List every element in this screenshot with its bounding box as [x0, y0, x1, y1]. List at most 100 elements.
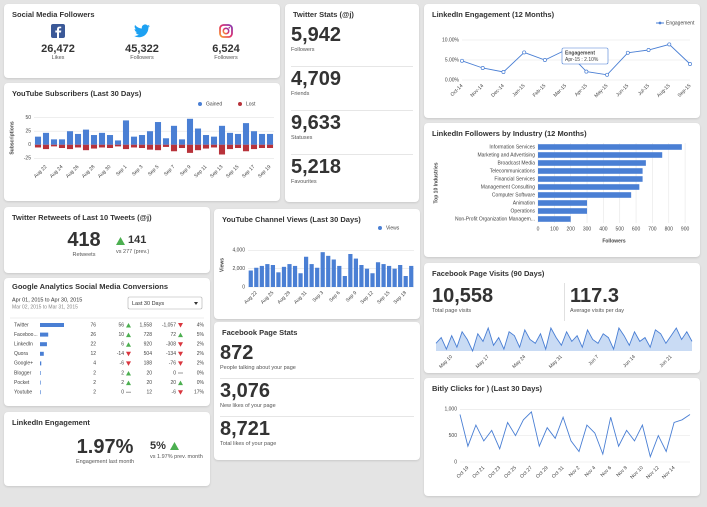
up-arrow: [126, 332, 131, 338]
x-tick-label: Oct 21: [471, 465, 486, 480]
x-tick-label: Aug 30: [97, 164, 113, 180]
up-arrow: [170, 442, 179, 450]
bar: [303, 256, 309, 287]
x-tick-label: Oct 19: [456, 465, 471, 480]
session-bar: [40, 332, 49, 337]
category-label: Operations: [511, 208, 536, 214]
bar: [258, 133, 266, 145]
engagement-label: Engagement last month: [75, 459, 135, 465]
x-tick-label: Sep 13: [209, 164, 225, 180]
x-tick-label: Sep 6: [328, 290, 342, 304]
twitter-icon: [134, 24, 150, 38]
x-tick-label: Nov 6: [600, 465, 614, 479]
dropdown-label[interactable]: Last 30 Days: [132, 301, 164, 307]
bar: [398, 265, 403, 287]
engagement-comparison: vs 1.97% prev. month: [150, 454, 203, 460]
x-tick-label: Jan-15: [511, 83, 526, 98]
bar: [370, 273, 375, 287]
panel-title: Bitly Clicks for ) (Last 30 Days): [432, 384, 543, 393]
engagement-value: 1.97%: [76, 436, 134, 458]
bar: [82, 129, 90, 145]
cell: -134: [166, 351, 176, 357]
bar: [90, 135, 98, 145]
x-axis-label: Followers: [602, 238, 626, 244]
bar: [122, 120, 130, 145]
cell: 2%: [197, 361, 205, 367]
row-label: Pocket: [14, 380, 30, 386]
x-tick-label: Oct 23: [487, 465, 502, 480]
instagram-item: 6,524 Followers: [186, 24, 266, 61]
stat-value: 3,076: [220, 380, 271, 402]
session-bar: [40, 323, 64, 327]
x-tick-label: Oct 25: [503, 465, 518, 480]
cell: 188: [144, 361, 153, 367]
bar: [538, 152, 663, 158]
bar: [194, 128, 202, 145]
bar: [210, 136, 218, 145]
bar: [538, 168, 643, 174]
tooltip-text: Apr-15 : 2.10%: [565, 57, 599, 63]
stat-value: 4,709: [291, 68, 342, 90]
cell: 4: [93, 361, 96, 367]
point: [522, 50, 527, 55]
y-tick-label: 50: [25, 115, 31, 121]
point: [542, 58, 547, 62]
y-tick-label: 1,000: [444, 407, 457, 413]
bar: [250, 131, 258, 145]
stat-item: 9,633 Statuses: [291, 112, 413, 155]
cell: 1,558: [139, 322, 152, 328]
dropdown[interactable]: [127, 296, 203, 310]
bar: [138, 135, 146, 145]
cell: 2: [93, 370, 96, 376]
stat-value: 5,942: [291, 24, 342, 46]
x-tick-label: Aug 22: [33, 164, 49, 180]
category-label: Animation: [513, 200, 535, 206]
x-tick-label: Nov 10: [629, 465, 645, 481]
stat-label: People talking about your page: [220, 365, 296, 371]
bar: [218, 144, 226, 155]
cell: 26: [90, 332, 96, 338]
bar: [154, 144, 162, 151]
x-tick-label: Nov 8: [615, 465, 629, 479]
youtube-views-panel: YouTube Channel Views (Last 30 Days) 0 2,…: [214, 209, 420, 319]
bar: [538, 144, 682, 150]
bar: [242, 144, 250, 152]
analytics-panel: Google Analytics Social Media Conversion…: [4, 278, 210, 406]
bar: [364, 268, 370, 287]
retweets-label: Retweets: [72, 252, 96, 258]
panel-title: YouTube Subscribers (Last 30 Days): [12, 89, 142, 98]
legend-marker: [238, 102, 242, 106]
bar: [74, 144, 82, 148]
y-axis-label: Top 10 Industries: [433, 162, 439, 203]
x-tick-label: Oct 27: [519, 465, 534, 480]
cell: -76: [169, 361, 176, 367]
bar: [403, 276, 408, 287]
follower-count: 45,322: [125, 43, 159, 55]
x-tick-label: Jun 21: [659, 354, 674, 369]
cell: 56: [118, 322, 124, 328]
x-tick-label: May 17: [475, 354, 491, 370]
cell: -1,057: [162, 322, 176, 328]
x-tick-label: Sep 11: [193, 164, 208, 179]
stat-value: 9,633: [291, 112, 342, 134]
row-label: Faceboo...: [14, 332, 38, 338]
point: [584, 69, 589, 74]
category-label: Broadcast Media: [497, 160, 535, 166]
cell: 2: [121, 380, 124, 386]
bar: [409, 265, 414, 287]
panel-title: Facebook Page Visits (90 Days): [432, 269, 545, 278]
x-tick-label: Nov-14: [469, 83, 485, 99]
bar: [353, 258, 359, 287]
legend-label: Gained: [206, 101, 222, 107]
bar: [331, 259, 336, 287]
session-bar: [40, 380, 41, 385]
bar: [66, 144, 74, 150]
session-bar: [40, 351, 44, 356]
bar: [309, 264, 314, 287]
x-tick-label: Sep 17: [241, 164, 257, 180]
x-tick-label: Aug-15: [656, 83, 672, 99]
bar: [359, 265, 364, 287]
bar: [248, 270, 253, 287]
stat-value: 5,218: [291, 156, 342, 178]
